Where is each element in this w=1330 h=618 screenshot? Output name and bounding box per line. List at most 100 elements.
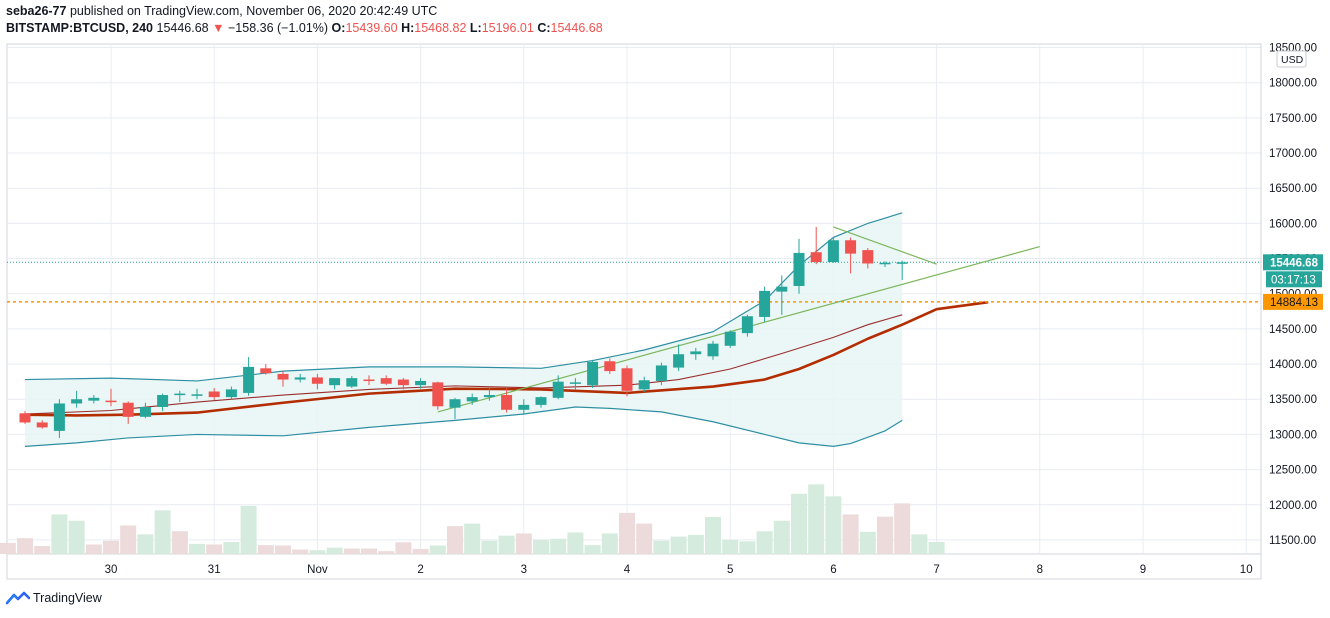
candle-body: [71, 399, 83, 404]
volume-bar: [17, 538, 33, 554]
volume-bar: [395, 542, 412, 554]
trendline-down: [833, 226, 937, 265]
candle-body: [552, 381, 564, 398]
publish-info: seba26-77 published on TradingView.com, …: [6, 4, 437, 18]
volume-bar: [584, 545, 601, 554]
x-tick-label: 8: [1037, 564, 1043, 576]
x-tick-label: 3: [521, 564, 527, 576]
candle-body: [621, 368, 633, 391]
volume-bar: [670, 536, 687, 554]
volume-bar: [343, 548, 360, 554]
candle-body: [879, 262, 891, 265]
candle-body: [862, 250, 874, 264]
candle-body: [157, 395, 169, 407]
volume-bar: [257, 545, 274, 554]
candle-body: [432, 382, 444, 407]
candle-body: [208, 391, 220, 398]
last-price-value: 15446.68: [1270, 257, 1319, 269]
x-tick-label: 4: [624, 564, 631, 576]
footer-brand[interactable]: TradingView: [33, 591, 102, 605]
candle-body: [260, 368, 272, 374]
volume-bar: [722, 539, 739, 554]
volume-bar: [240, 505, 257, 554]
candle-body: [724, 331, 736, 346]
candle-body: [793, 252, 805, 286]
candle-body: [122, 402, 134, 417]
plot-area: [6, 43, 1262, 580]
x-tick-label: 5: [727, 564, 733, 576]
change-arrow-icon: ▼: [212, 21, 225, 35]
y-tick-label: 12000.00: [1269, 500, 1317, 512]
volume-bar: [189, 543, 205, 554]
candle-body: [191, 394, 203, 396]
volume-bar: [85, 544, 102, 554]
candle-body: [638, 380, 650, 390]
y-tick-label: 14000.00: [1269, 359, 1317, 371]
candle-body: [19, 413, 31, 423]
candle-body: [311, 377, 323, 384]
volume-bar: [292, 549, 309, 554]
last-price-tag: [1263, 254, 1323, 271]
candle-body: [759, 290, 771, 317]
volume-bar: [51, 514, 68, 554]
volume-bar: [705, 516, 721, 554]
candle-body: [673, 354, 685, 368]
currency-badge: [1276, 50, 1307, 68]
candle-body: [604, 361, 616, 372]
close-value: 15446.68: [550, 21, 603, 35]
candle-body: [690, 351, 702, 355]
y-tick-label: 17500.00: [1269, 113, 1317, 125]
volume-bar: [859, 531, 876, 554]
level-value: 14884.13: [1270, 297, 1318, 309]
volume-bar: [533, 539, 549, 554]
volume-bar: [567, 532, 584, 554]
x-tick-label: 30: [105, 564, 118, 576]
candle-body: [139, 406, 151, 417]
currency-label: USD: [1281, 54, 1304, 66]
volume-bar: [842, 514, 859, 554]
price-axis: [1261, 44, 1330, 579]
candle-body: [845, 240, 857, 254]
author-name[interactable]: seba26-77: [6, 4, 67, 18]
candle-body: [243, 366, 255, 393]
candle-body: [449, 399, 461, 408]
candle-body: [896, 262, 908, 264]
volume-bar: [550, 538, 567, 554]
candle-body: [415, 380, 427, 386]
volume-bar: [412, 548, 429, 554]
candle-body: [776, 286, 788, 292]
candle-body: [346, 378, 358, 387]
candle-body: [587, 361, 599, 386]
volume-bar: [601, 533, 618, 554]
volume-bar: [739, 541, 756, 554]
volume-bar: [653, 540, 670, 554]
volume-bar: [275, 545, 291, 554]
candle-body: [569, 382, 581, 384]
candle-body: [501, 395, 513, 410]
bollinger-basis-line: [24, 314, 903, 415]
volume-bar: [447, 526, 463, 554]
volume-bar: [515, 533, 532, 554]
volume-bar: [0, 542, 16, 554]
volume-bar: [498, 535, 515, 554]
trendline-up: [437, 246, 1040, 413]
low-label: L:: [469, 21, 482, 35]
y-tick-label: 11500.00: [1269, 535, 1316, 547]
volume-bar: [808, 484, 825, 554]
high-label: H:: [401, 21, 415, 35]
y-tick-label: 16500.00: [1269, 183, 1317, 195]
candle-body: [225, 389, 237, 398]
volume-bar: [636, 523, 653, 554]
candle-body: [397, 379, 409, 386]
candle-body: [655, 365, 667, 381]
candle-body: [535, 397, 547, 405]
tradingview-logo-icon[interactable]: [6, 590, 30, 606]
volume-bar: [928, 541, 945, 554]
close-label: C:: [537, 21, 551, 35]
y-tick-label: 12500.00: [1269, 465, 1317, 477]
x-tick-label: Nov: [307, 564, 328, 576]
volume-bar: [137, 534, 154, 554]
low-value: 15196.01: [481, 21, 534, 35]
x-tick-label: 10: [1240, 564, 1253, 576]
